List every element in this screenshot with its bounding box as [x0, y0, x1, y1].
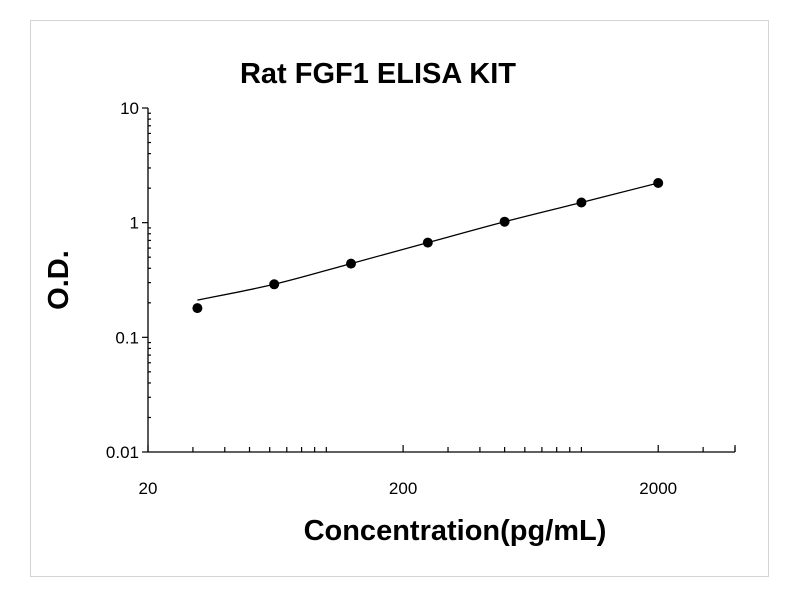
chart-frame [30, 20, 769, 577]
data-points [192, 178, 664, 314]
data-point [192, 303, 203, 314]
y-tick-labels: 10 1 0.1 0.01 [106, 99, 139, 462]
x-tick-label: 2000 [639, 479, 677, 498]
y-tick-label: 0.01 [106, 443, 139, 462]
chart-title: Rat FGF1 ELISA KIT [240, 58, 516, 90]
data-point [346, 258, 356, 269]
x-tick-label: 200 [389, 479, 417, 498]
y-axis-label: O.D. [43, 250, 75, 310]
data-point [499, 216, 510, 227]
y-ticks [142, 107, 151, 453]
data-point [576, 197, 587, 208]
x-ticks [147, 445, 736, 452]
y-tick-label: 10 [120, 99, 139, 118]
y-tick-label: 0.1 [115, 328, 139, 347]
x-tick-labels: 20 200 2000 [139, 479, 678, 498]
data-point [653, 178, 664, 188]
x-axis-label: Concentration(pg/mL) [304, 515, 607, 547]
y-tick-label: 1 [130, 214, 139, 233]
data-point [269, 279, 280, 290]
x-tick-label: 20 [139, 479, 158, 498]
data-point [422, 237, 433, 248]
